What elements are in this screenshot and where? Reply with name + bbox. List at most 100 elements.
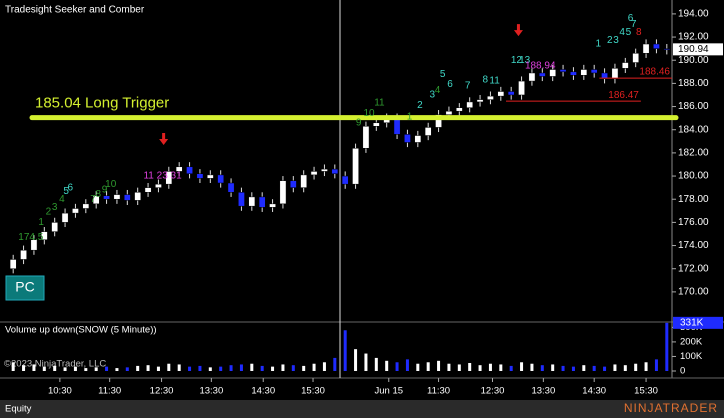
volume-bar (322, 362, 326, 371)
x-tick-label: 11:30 (427, 386, 450, 397)
candle-body (559, 69, 567, 73)
volume-bar (592, 365, 596, 371)
sequence-label: 188.94 (525, 61, 556, 72)
pc-button-label[interactable]: PC (15, 279, 34, 295)
sequence-label: 6 (447, 79, 453, 90)
volume-tick-label: 100K (680, 351, 703, 362)
last-volume-box (673, 316, 723, 329)
candle-body (144, 187, 152, 193)
volume-bar (63, 367, 67, 371)
x-tick-label: 15:30 (634, 386, 658, 397)
x-tick-label: 13:30 (531, 386, 555, 397)
candle-body (92, 195, 100, 205)
candle-body (404, 134, 411, 143)
volume-bar (42, 366, 46, 371)
sequence-label: 11 (489, 76, 500, 87)
candle-body (632, 53, 640, 63)
last-volume-label: 331K (680, 317, 704, 328)
y-tick-label: 172.00 (678, 263, 709, 274)
volume-bar (333, 357, 337, 371)
copyright: ©2023 NinjaTrader, LLC (4, 359, 106, 370)
volume-bar (416, 363, 420, 371)
y-tick-label: 186.00 (678, 101, 709, 112)
candle-body (72, 208, 79, 214)
candle-body (466, 101, 474, 108)
candle-body (424, 127, 432, 136)
candle-body (155, 183, 162, 188)
last-price-box (673, 43, 723, 56)
y-tick-label: 178.00 (678, 194, 709, 205)
sequence-label: 3 (52, 202, 58, 213)
candle-body (279, 180, 287, 205)
volume-bar (354, 349, 358, 371)
candle-body (549, 69, 557, 77)
volume-bar (229, 365, 233, 371)
level-label: 186.47 (608, 90, 639, 101)
volume-bar (312, 363, 316, 371)
chart-title: Tradesight Seeker and Comber (5, 5, 145, 16)
sequence-label: 7 (465, 80, 471, 91)
candle-body (175, 166, 183, 172)
candle-body (341, 175, 349, 185)
volume-bar (94, 367, 98, 371)
volume-bar (208, 367, 212, 371)
candle-body (414, 135, 422, 143)
sequence-label: 10 (105, 179, 117, 190)
x-tick-label: 13:30 (199, 386, 223, 397)
x-tick-label: Jun 15 (374, 386, 403, 397)
candle-body (238, 192, 245, 207)
sequence-label: 4 (619, 27, 625, 38)
tab-label[interactable]: Equity (5, 404, 32, 415)
candle-body (487, 95, 494, 100)
candle-body (507, 91, 515, 96)
volume-bar (156, 366, 160, 371)
candle-body (372, 122, 380, 127)
candle-body (113, 194, 121, 200)
volume-bar (478, 365, 482, 371)
candle-body (61, 212, 69, 223)
candle-body (82, 203, 90, 209)
candle-body (621, 62, 629, 69)
candle-body (9, 259, 17, 269)
volume-bar (105, 366, 109, 371)
sequence-label: 5 (440, 69, 446, 80)
volume-bar (571, 366, 575, 371)
x-tick-label: 14:30 (251, 386, 275, 397)
candle-body (103, 195, 110, 200)
sequence-label: 7 (90, 194, 96, 205)
volume-bar (561, 365, 565, 371)
candle-body (362, 126, 370, 149)
volume-bar (551, 364, 555, 371)
signal-arrow (159, 132, 169, 145)
volume-bar (53, 365, 57, 371)
x-tick-label: 14:30 (582, 386, 606, 397)
volume-bar (115, 368, 119, 371)
candle-body (663, 48, 671, 50)
candle-body (227, 182, 235, 193)
volume-bar (198, 365, 202, 371)
volume-tick-label: 200K (680, 336, 703, 347)
candle-body (134, 192, 142, 201)
candle-body (393, 117, 401, 135)
volume-bar (468, 363, 472, 371)
volume-bar (499, 364, 503, 371)
pc-button[interactable] (5, 275, 45, 301)
volume-bar (22, 365, 26, 371)
sequence-label: 8 (636, 27, 642, 38)
candle-body (435, 114, 442, 128)
x-tick-label: 15:30 (301, 386, 325, 397)
candle-body (518, 80, 525, 96)
volume-bar (73, 366, 77, 371)
volume-bar (623, 365, 627, 371)
volume-bar (613, 364, 617, 371)
sequence-label: 8 (482, 75, 488, 86)
candle-body (601, 72, 608, 80)
candle-body (196, 173, 204, 179)
y-tick-label: 182.00 (678, 148, 709, 159)
candle-body (445, 110, 453, 115)
volume-bar (32, 364, 36, 371)
candle-body (186, 166, 193, 174)
volume-bar (644, 362, 648, 371)
volume-bar (437, 360, 441, 371)
